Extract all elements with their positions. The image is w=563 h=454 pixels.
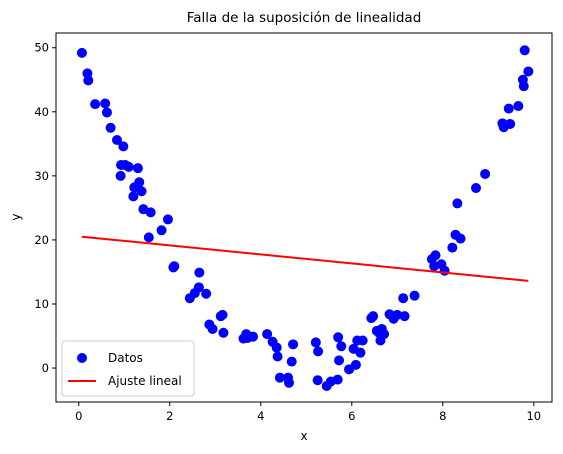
data-point — [368, 311, 379, 322]
y-tick-label: 0 — [42, 361, 49, 375]
data-point — [76, 47, 87, 58]
data-point — [272, 351, 283, 362]
y-axis: 0 10 20 30 40 50 — [34, 41, 56, 375]
x-tick-label: 2 — [166, 409, 173, 423]
legend-label-datos: Datos — [108, 351, 143, 365]
data-point — [480, 168, 491, 179]
data-point — [274, 372, 285, 383]
data-point — [310, 337, 321, 348]
data-point — [523, 66, 534, 77]
data-point — [217, 309, 228, 320]
data-point — [262, 329, 273, 340]
data-point — [283, 377, 294, 388]
data-point — [207, 323, 218, 334]
y-tick-label: 10 — [34, 297, 49, 311]
data-point — [143, 232, 154, 243]
x-tick-label: 10 — [526, 409, 541, 423]
data-point — [100, 98, 111, 109]
data-point — [513, 101, 524, 112]
data-point — [156, 225, 167, 236]
y-axis-label: y — [9, 213, 23, 220]
data-point — [118, 141, 129, 152]
x-tick-label: 4 — [257, 409, 264, 423]
plot-area — [76, 45, 534, 391]
data-point — [439, 265, 450, 276]
data-point — [271, 342, 282, 353]
data-point — [194, 267, 205, 278]
data-point — [471, 183, 482, 194]
data-point — [128, 191, 139, 202]
data-point — [248, 331, 259, 342]
data-point — [505, 118, 516, 129]
data-point — [357, 335, 368, 346]
data-point — [452, 198, 463, 209]
legend-marker-datos — [77, 353, 87, 363]
y-tick-label: 20 — [34, 233, 49, 247]
data-point — [90, 99, 101, 110]
data-point — [218, 327, 229, 338]
data-point — [350, 359, 361, 370]
x-axis: 0 2 4 6 8 10 — [75, 402, 541, 423]
fit-line — [81, 235, 529, 282]
data-point — [105, 122, 116, 133]
data-point — [134, 177, 145, 188]
data-point — [334, 355, 345, 366]
x-tick-label: 0 — [75, 409, 82, 423]
data-point — [447, 242, 458, 253]
data-point — [145, 207, 156, 218]
y-tick-label: 40 — [34, 105, 49, 119]
data-point — [132, 163, 143, 174]
data-point — [201, 288, 212, 299]
data-point — [169, 261, 180, 272]
data-point — [336, 341, 347, 352]
y-tick-label: 30 — [34, 169, 49, 183]
data-point — [286, 356, 297, 367]
data-point — [332, 374, 343, 385]
data-point — [518, 81, 529, 92]
data-point — [193, 282, 204, 293]
x-tick-label: 8 — [439, 409, 446, 423]
data-point — [355, 347, 366, 358]
data-point — [398, 293, 409, 304]
data-point — [430, 250, 441, 261]
data-point — [333, 332, 344, 343]
data-point — [455, 233, 466, 244]
data-point — [111, 134, 122, 145]
x-axis-label: x — [300, 429, 307, 443]
data-point — [379, 329, 390, 340]
data-point — [101, 107, 112, 118]
chart-title: Falla de la suposición de linealidad — [187, 10, 422, 26]
data-point — [503, 103, 514, 114]
data-point — [399, 311, 410, 322]
y-tick-label: 50 — [34, 41, 49, 55]
data-point — [313, 346, 324, 357]
legend: Datos Ajuste lineal — [61, 340, 195, 397]
data-point — [115, 170, 126, 181]
data-point — [312, 375, 323, 386]
data-point — [519, 45, 530, 56]
data-point — [288, 339, 299, 350]
axes-frame — [55, 32, 553, 403]
data-point — [136, 186, 147, 197]
data-point — [123, 161, 134, 172]
data-point — [409, 290, 420, 301]
legend-label-ajuste-lineal: Ajuste lineal — [108, 374, 182, 388]
data-point — [162, 214, 173, 225]
data-point — [83, 75, 94, 86]
x-tick-label: 6 — [348, 409, 355, 423]
legend-box — [61, 340, 195, 397]
